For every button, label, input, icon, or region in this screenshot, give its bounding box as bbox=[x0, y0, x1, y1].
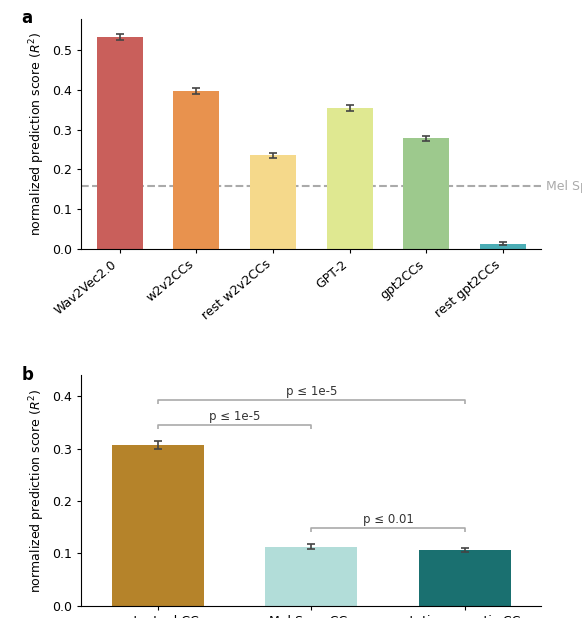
Text: b: b bbox=[22, 366, 34, 384]
Bar bbox=[403, 138, 449, 249]
Text: p ≤ 1e-5: p ≤ 1e-5 bbox=[209, 410, 260, 423]
Bar bbox=[480, 243, 526, 249]
Text: Mel Spec: Mel Spec bbox=[546, 180, 582, 193]
Bar bbox=[97, 37, 143, 249]
Bar bbox=[250, 156, 296, 249]
Y-axis label: normalized prediction score ($R^2$): normalized prediction score ($R^2$) bbox=[27, 32, 47, 236]
Bar bbox=[418, 550, 510, 606]
Text: a: a bbox=[22, 9, 33, 27]
Y-axis label: normalized prediction score ($R^2$): normalized prediction score ($R^2$) bbox=[27, 388, 47, 593]
Text: p ≤ 1e-5: p ≤ 1e-5 bbox=[286, 385, 337, 398]
Bar bbox=[173, 91, 219, 249]
Bar bbox=[112, 445, 204, 606]
Bar bbox=[327, 108, 372, 249]
Bar bbox=[265, 546, 357, 606]
Text: p ≤ 0.01: p ≤ 0.01 bbox=[363, 513, 413, 526]
